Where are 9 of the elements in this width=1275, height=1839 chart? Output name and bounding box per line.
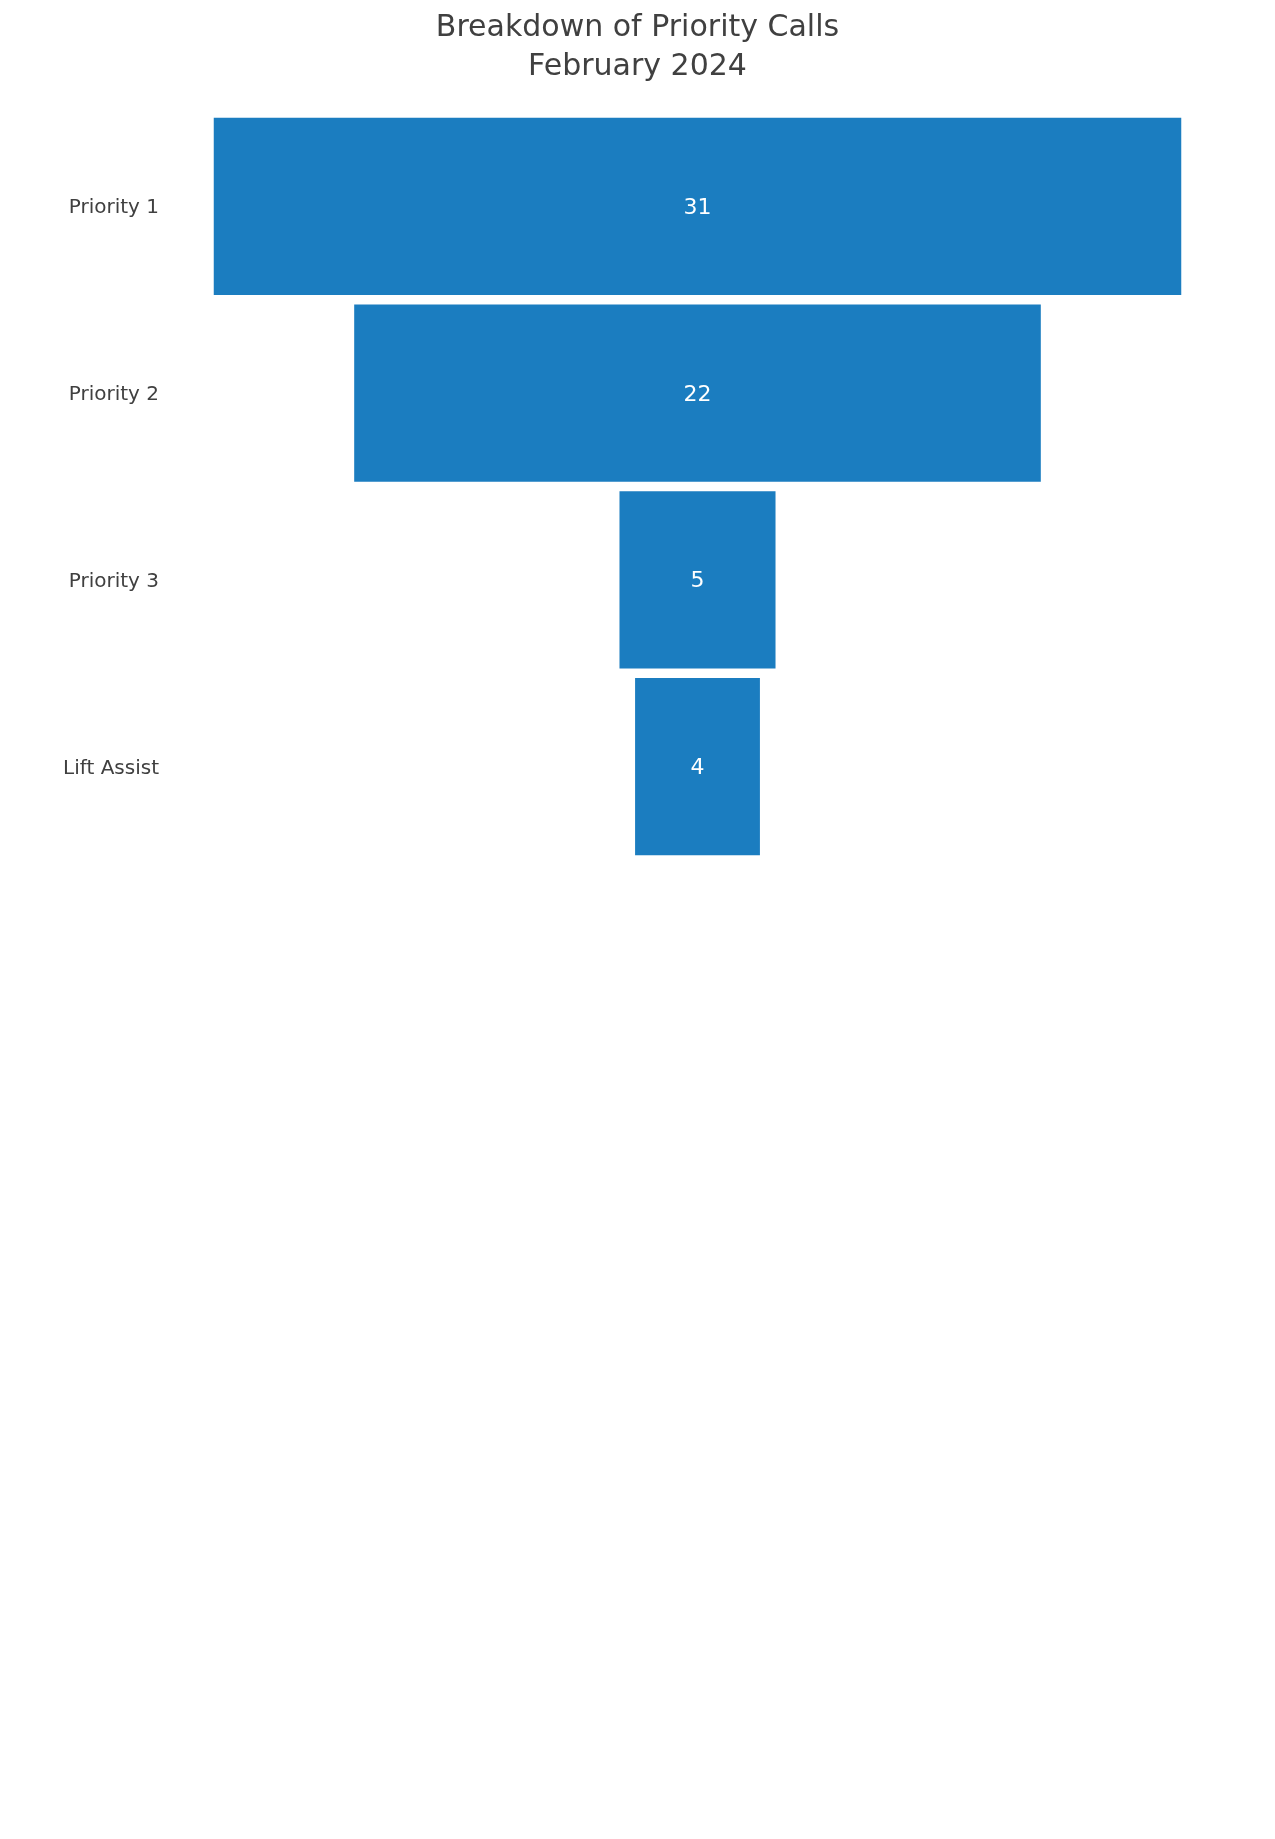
data-label: 5 — [690, 567, 705, 593]
category-label: Priority 1 — [68, 194, 159, 219]
category-label: Priority 3 — [68, 567, 159, 592]
data-label: 31 — [683, 193, 712, 219]
category-label: Priority 2 — [68, 381, 159, 406]
category-label: Lift Assist — [63, 754, 160, 779]
data-label: 4 — [690, 754, 705, 780]
text: Breakdown of Priority Calls February 2024 — [435, 8, 840, 82]
data-label: 22 — [683, 380, 712, 406]
